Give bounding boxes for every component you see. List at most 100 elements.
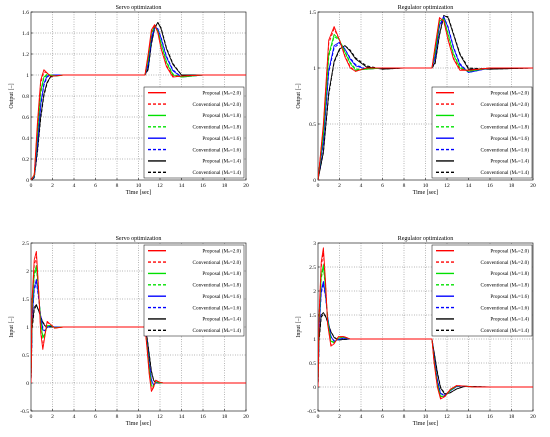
y-tick-label: 3 (313, 241, 316, 247)
legend-label: Proposal (Mₛ=1.4) (202, 158, 241, 165)
x-tick-label: 6 (381, 183, 384, 189)
x-tick-label: 14 (466, 183, 472, 189)
series-group (318, 14, 533, 180)
y-tick-label: 2.5 (309, 265, 316, 271)
series-group (31, 22, 246, 180)
legend-label: Conventional (Mₛ=1.8) (193, 124, 242, 131)
x-tick-label: 0 (30, 183, 33, 189)
series-line (318, 18, 533, 180)
y-tick-label: 2.5 (22, 241, 29, 247)
y-tick-label: 0 (26, 178, 29, 184)
legend-label: Proposal (Mₛ=1.8) (490, 270, 529, 277)
x-tick-label: 0 (317, 183, 320, 189)
series-group (318, 247, 533, 400)
y-tick-label: 1 (26, 73, 29, 79)
x-tick-label: 0 (30, 414, 33, 420)
x-tick-label: 8 (116, 183, 119, 189)
series-group (31, 250, 246, 392)
x-tick-label: 20 (530, 414, 536, 420)
x-tick-label: 16 (487, 414, 493, 420)
series-line (31, 24, 246, 180)
chart-panel-4: 0 2 4 6 8 10 12 14 16 18 20-0.500.511.522.53Regula… (296, 236, 536, 427)
x-axis-label: Time [sec] (413, 190, 439, 196)
y-tick-label: 2 (313, 289, 316, 295)
chart-panel-1: 0 2 4 6 8 10 12 14 16 18 20 0 0.2 0.4 0.6 0.8 1 1.2 1.4 1.6… (9, 5, 249, 196)
x-tick-label: 12 (444, 414, 450, 420)
y-tick-label: 0.2 (22, 157, 29, 163)
series-line (318, 247, 533, 400)
legend-label: Conventional (Mₛ=1.8) (481, 124, 530, 131)
legend-label: Conventional (Mₛ=1.6) (481, 304, 530, 311)
legend-label: Proposal (Mₛ=1.6) (202, 135, 241, 142)
legend-label: Conventional (Mₛ=1.4) (481, 327, 530, 334)
chart-title: Regulator optimization (398, 236, 454, 242)
legend-label: Proposal (Mₛ=1.6) (202, 293, 241, 300)
series-line (31, 250, 246, 392)
x-tick-label: 8 (403, 183, 406, 189)
legend-label: Proposal (Mₛ=1.4) (202, 316, 241, 323)
y-tick-label: 0.5 (22, 353, 29, 359)
y-tick-label: 0.4 (22, 136, 29, 142)
y-tick-label: 0 (313, 178, 316, 184)
y-tick-label: 1.5 (309, 313, 316, 319)
legend-label: Conventional (Mₛ=1.4) (193, 327, 242, 334)
legend-label: Conventional (Mₛ=2.0) (193, 101, 242, 108)
x-tick-label: 8 (116, 414, 119, 420)
x-tick-label: 18 (509, 414, 515, 420)
x-tick-label: 14 (466, 414, 472, 420)
x-tick-label: 12 (444, 183, 450, 189)
legend-label: Conventional (Mₛ=1.6) (193, 146, 242, 153)
x-tick-label: 0 (317, 414, 320, 420)
legend-label: Proposal (Mₛ=1.8) (202, 112, 241, 119)
y-axis-label: Input [–] (296, 316, 302, 337)
x-tick-label: 2 (338, 183, 341, 189)
legend-label: Conventional (Mₛ=1.4) (193, 169, 242, 176)
x-tick-label: 2 (51, 183, 54, 189)
legend-box (431, 86, 533, 179)
legend-label: Proposal (Mₛ=1.8) (490, 112, 529, 119)
legend-label: Conventional (Mₛ=1.6) (481, 146, 530, 153)
y-tick-label: 1.2 (22, 52, 29, 58)
x-tick-label: 16 (200, 183, 206, 189)
legend-label: Proposal (Mₛ=2.0) (490, 247, 529, 254)
x-tick-label: 4 (73, 183, 76, 189)
y-tick-label: 1.5 (309, 10, 316, 16)
legend-label: Proposal (Mₛ=1.8) (202, 270, 241, 277)
y-tick-label: 1.5 (22, 297, 29, 303)
legend-label: Conventional (Mₛ=2.0) (481, 101, 530, 108)
x-tick-label: 10 (136, 183, 142, 189)
y-tick-label: 0 (313, 385, 316, 391)
y-tick-label: -0.5 (307, 409, 316, 415)
x-tick-label: 8 (403, 414, 406, 420)
y-tick-label: 0.5 (309, 122, 316, 128)
y-tick-label: 1.6 (22, 10, 29, 16)
x-tick-label: 16 (200, 414, 206, 420)
legend-label: Proposal (Mₛ=1.6) (490, 293, 529, 300)
x-tick-label: 10 (136, 414, 142, 420)
y-tick-label: 0 (26, 381, 29, 387)
legend-label: Conventional (Mₛ=1.8) (193, 282, 242, 289)
x-tick-label: 4 (73, 414, 76, 420)
legend: Proposal (Mₛ=2.0) Conventional (Mₛ=2.0) Pr… (431, 244, 533, 337)
x-tick-label: 20 (243, 183, 249, 189)
chart-panel-2: 0 2 4 6 8 10 12 14 16 18 20 0 0.5 1 1.5 Regulator optim… (296, 5, 536, 196)
x-axis-label: Time [sec] (126, 190, 152, 196)
chart-title: Servo optimization (116, 5, 162, 11)
x-tick-label: 2 (51, 414, 54, 420)
legend-label: Conventional (Mₛ=2.0) (481, 259, 530, 266)
legend-label: Proposal (Mₛ=1.6) (490, 135, 529, 142)
legend-label: Proposal (Mₛ=2.0) (490, 89, 529, 96)
x-tick-label: 12 (157, 414, 163, 420)
legend-box (143, 86, 245, 179)
x-tick-label: 20 (530, 183, 536, 189)
x-tick-label: 20 (243, 414, 249, 420)
legend-label: Conventional (Mₛ=1.6) (193, 304, 242, 311)
series-line (318, 17, 533, 180)
y-tick-label: 1.4 (22, 31, 29, 37)
x-tick-label: 10 (423, 414, 429, 420)
x-tick-label: 14 (179, 414, 185, 420)
x-tick-label: 6 (94, 414, 97, 420)
y-tick-label: 0.8 (22, 94, 29, 100)
legend: Proposal (Mₛ=2.0) Conventional (Mₛ=2.0) Pr… (143, 244, 245, 337)
